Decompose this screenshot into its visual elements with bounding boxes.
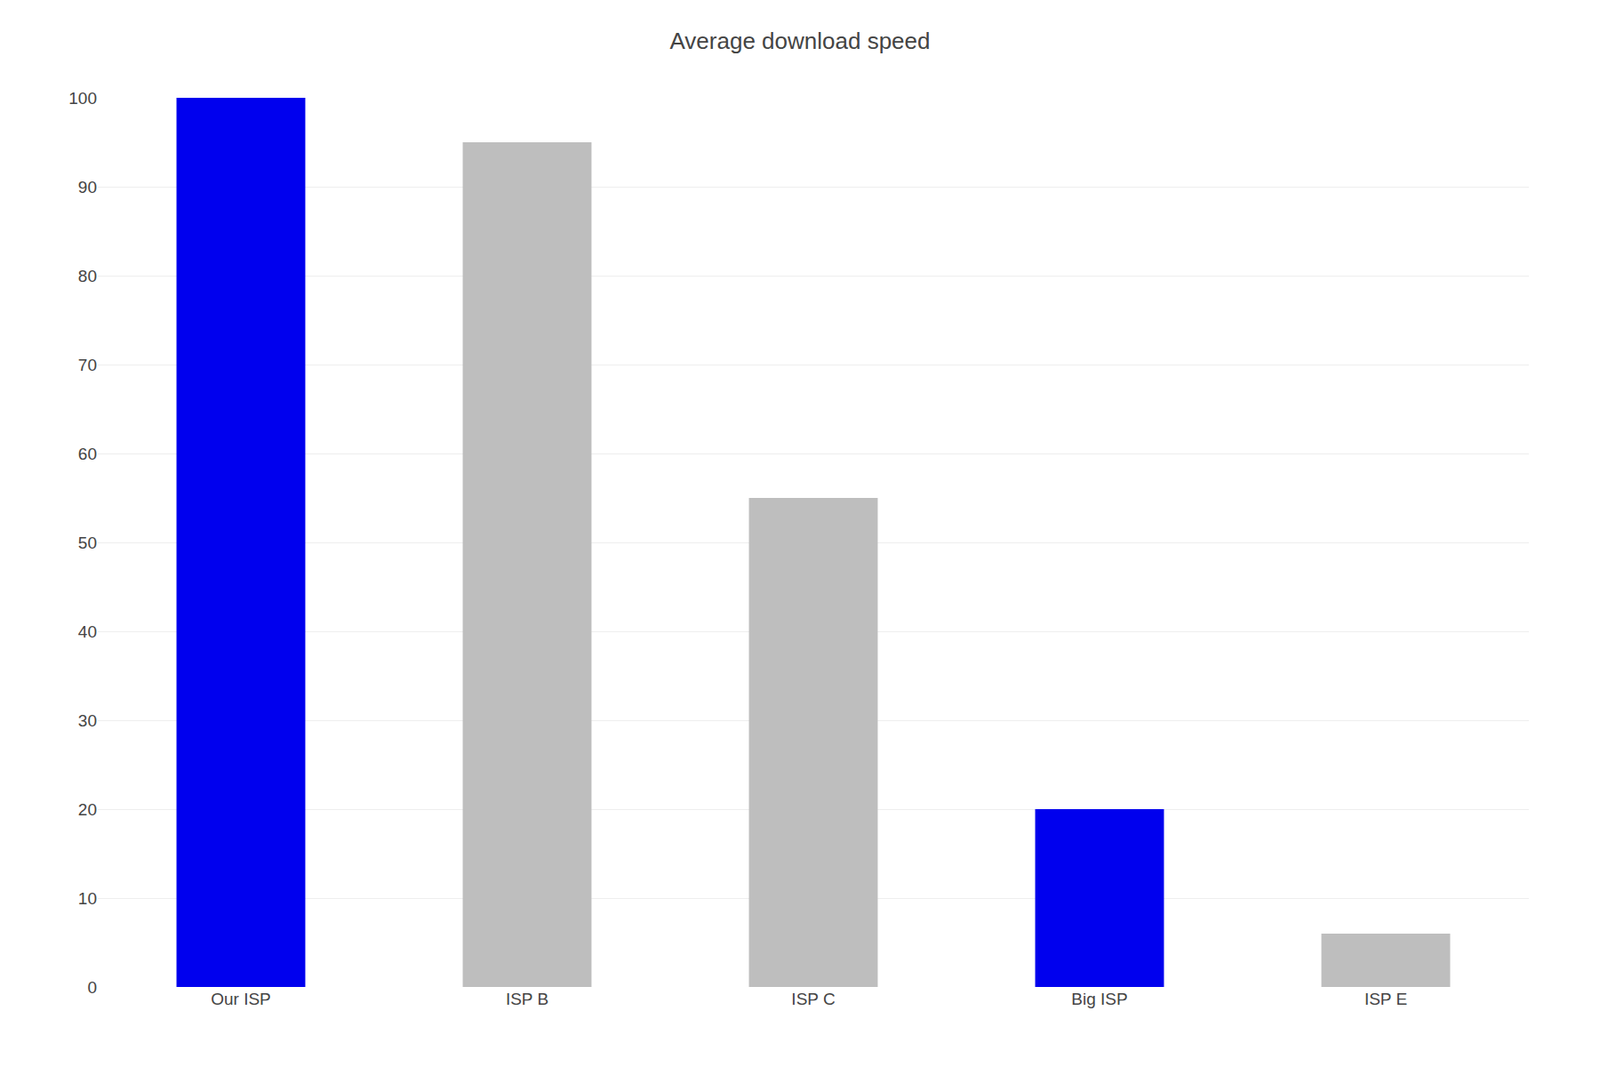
- svg-text:20: 20: [78, 800, 97, 819]
- svg-text:Average download speed: Average download speed: [670, 27, 931, 55]
- svg-text:ISP B: ISP B: [505, 989, 549, 1008]
- svg-text:Big ISP: Big ISP: [1071, 989, 1128, 1008]
- svg-text:90: 90: [78, 177, 97, 197]
- svg-text:30: 30: [78, 711, 97, 730]
- svg-text:50: 50: [78, 533, 97, 552]
- svg-text:10: 10: [78, 888, 97, 908]
- svg-text:80: 80: [78, 266, 97, 286]
- svg-text:0: 0: [87, 977, 97, 997]
- svg-text:Our ISP: Our ISP: [210, 989, 272, 1008]
- svg-text:60: 60: [78, 444, 97, 464]
- svg-text:ISP E: ISP E: [1364, 989, 1408, 1008]
- svg-text:100: 100: [68, 88, 97, 108]
- svg-text:70: 70: [78, 355, 97, 375]
- svg-text:40: 40: [78, 622, 97, 641]
- svg-text:ISP C: ISP C: [791, 989, 835, 1008]
